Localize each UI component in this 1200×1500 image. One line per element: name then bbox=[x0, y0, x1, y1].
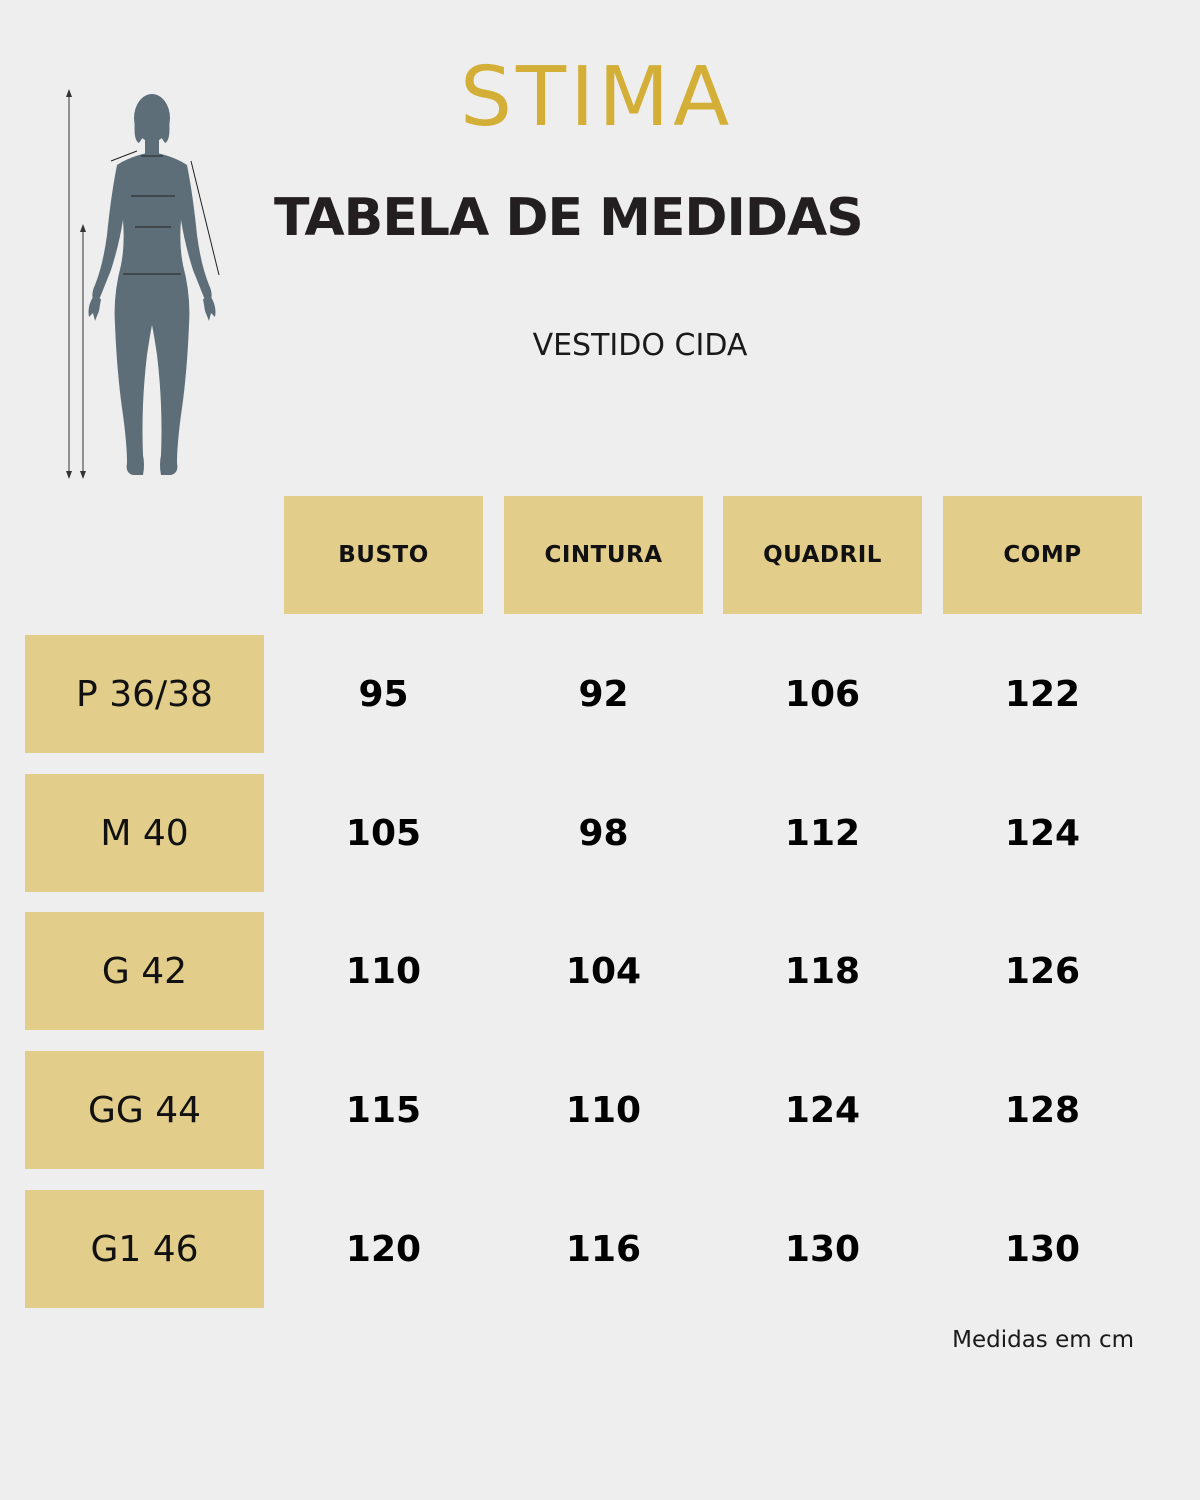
table-cell-busto: 110 bbox=[345, 950, 422, 992]
brand-logo: STIMA bbox=[460, 50, 734, 145]
column-header-comp: COMP bbox=[943, 496, 1142, 614]
table-cell-comp: 130 bbox=[1004, 1228, 1081, 1270]
table-cell-cintura: 110 bbox=[565, 1089, 642, 1131]
table-cell-comp: 128 bbox=[1004, 1089, 1081, 1131]
column-header-busto: BUSTO bbox=[284, 496, 483, 614]
table-cell-quadril: 112 bbox=[784, 812, 861, 854]
table-cell-cintura: 116 bbox=[565, 1228, 642, 1270]
table-cell-busto: 105 bbox=[345, 812, 422, 854]
table-cell-comp: 126 bbox=[1004, 950, 1081, 992]
table-cell-quadril: 118 bbox=[784, 950, 861, 992]
size-label: G 42 bbox=[25, 912, 264, 1030]
size-label: G1 46 bbox=[25, 1190, 264, 1308]
size-label: P 36/38 bbox=[25, 635, 264, 753]
units-note: Medidas em cm bbox=[952, 1327, 1134, 1353]
table-cell-comp: 124 bbox=[1004, 812, 1081, 854]
size-label: M 40 bbox=[25, 774, 264, 892]
table-cell-quadril: 130 bbox=[784, 1228, 861, 1270]
product-name: VESTIDO CIDA bbox=[532, 328, 748, 363]
table-cell-quadril: 106 bbox=[784, 673, 861, 715]
page-title: TABELA DE MEDIDAS bbox=[274, 188, 864, 248]
column-header-quadril: QUADRIL bbox=[723, 496, 922, 614]
table-cell-cintura: 104 bbox=[565, 950, 642, 992]
table-cell-quadril: 124 bbox=[784, 1089, 861, 1131]
table-cell-busto: 115 bbox=[345, 1089, 422, 1131]
table-cell-cintura: 92 bbox=[578, 673, 629, 715]
body-figure-icon bbox=[55, 85, 235, 485]
column-header-cintura: CINTURA bbox=[504, 496, 703, 614]
table-cell-comp: 122 bbox=[1004, 673, 1081, 715]
table-cell-busto: 95 bbox=[358, 673, 409, 715]
table-cell-busto: 120 bbox=[345, 1228, 422, 1270]
size-label: GG 44 bbox=[25, 1051, 264, 1169]
table-cell-cintura: 98 bbox=[578, 812, 629, 854]
